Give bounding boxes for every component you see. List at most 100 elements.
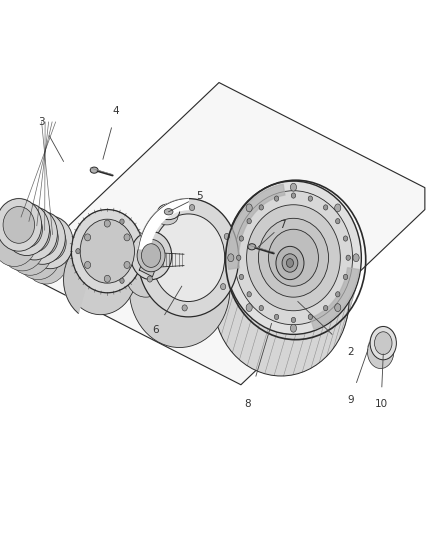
Ellipse shape: [104, 220, 110, 227]
Ellipse shape: [147, 276, 152, 282]
Polygon shape: [10, 207, 53, 237]
Ellipse shape: [0, 214, 37, 266]
Ellipse shape: [104, 275, 110, 282]
Ellipse shape: [286, 259, 293, 268]
Polygon shape: [127, 231, 168, 262]
Polygon shape: [138, 199, 188, 250]
Ellipse shape: [226, 181, 361, 334]
Ellipse shape: [3, 206, 35, 243]
Ellipse shape: [258, 219, 328, 297]
Ellipse shape: [7, 223, 53, 275]
Ellipse shape: [367, 335, 394, 368]
Text: 3: 3: [38, 117, 45, 127]
Ellipse shape: [20, 212, 65, 264]
Text: 6: 6: [152, 325, 159, 335]
Ellipse shape: [239, 274, 244, 280]
Ellipse shape: [291, 193, 296, 198]
Ellipse shape: [335, 304, 341, 312]
Ellipse shape: [370, 327, 396, 360]
Ellipse shape: [12, 207, 57, 260]
Ellipse shape: [336, 219, 340, 224]
Ellipse shape: [246, 304, 252, 312]
Ellipse shape: [85, 262, 91, 269]
Ellipse shape: [152, 214, 225, 302]
Ellipse shape: [247, 219, 251, 224]
Ellipse shape: [158, 204, 180, 220]
Ellipse shape: [71, 209, 143, 293]
Ellipse shape: [335, 204, 341, 212]
Ellipse shape: [276, 246, 304, 280]
Text: 9: 9: [347, 395, 354, 405]
Ellipse shape: [19, 215, 50, 252]
Ellipse shape: [213, 223, 349, 376]
Text: 2: 2: [347, 347, 354, 357]
Ellipse shape: [336, 292, 340, 297]
Ellipse shape: [248, 244, 256, 250]
Ellipse shape: [151, 226, 156, 232]
Ellipse shape: [353, 254, 359, 262]
Polygon shape: [311, 268, 359, 329]
Ellipse shape: [259, 305, 264, 311]
Ellipse shape: [246, 204, 252, 212]
Ellipse shape: [274, 196, 279, 201]
Ellipse shape: [65, 231, 137, 314]
Polygon shape: [0, 199, 37, 228]
Ellipse shape: [125, 249, 166, 297]
Polygon shape: [228, 184, 285, 269]
Polygon shape: [64, 217, 86, 313]
Ellipse shape: [282, 254, 298, 272]
Ellipse shape: [308, 314, 313, 319]
Text: 4: 4: [113, 106, 120, 116]
Ellipse shape: [120, 278, 124, 284]
Ellipse shape: [28, 216, 73, 269]
Text: 7: 7: [279, 220, 286, 230]
Ellipse shape: [343, 274, 348, 280]
Ellipse shape: [220, 284, 226, 290]
Ellipse shape: [343, 236, 348, 241]
Ellipse shape: [247, 205, 340, 311]
Ellipse shape: [27, 220, 58, 256]
Ellipse shape: [247, 292, 251, 297]
Ellipse shape: [164, 208, 173, 215]
Polygon shape: [35, 83, 425, 385]
Ellipse shape: [23, 231, 69, 284]
Ellipse shape: [374, 332, 392, 354]
Polygon shape: [368, 327, 396, 347]
Ellipse shape: [11, 211, 42, 248]
Ellipse shape: [346, 255, 350, 260]
Polygon shape: [18, 212, 61, 241]
Ellipse shape: [90, 167, 98, 173]
Polygon shape: [26, 216, 69, 246]
Ellipse shape: [323, 305, 328, 311]
Ellipse shape: [80, 219, 134, 283]
Ellipse shape: [120, 219, 124, 224]
Ellipse shape: [85, 234, 91, 241]
Ellipse shape: [308, 196, 313, 201]
Ellipse shape: [323, 205, 328, 210]
Ellipse shape: [0, 199, 42, 251]
Ellipse shape: [124, 234, 130, 241]
Polygon shape: [2, 203, 45, 233]
Ellipse shape: [274, 314, 279, 319]
Ellipse shape: [239, 236, 244, 241]
Ellipse shape: [291, 317, 296, 322]
Ellipse shape: [182, 305, 187, 311]
Ellipse shape: [76, 248, 80, 254]
Text: 8: 8: [244, 399, 251, 409]
Text: 10: 10: [374, 399, 388, 409]
Ellipse shape: [268, 229, 318, 286]
Ellipse shape: [141, 244, 161, 268]
Polygon shape: [139, 232, 156, 277]
Ellipse shape: [15, 227, 61, 280]
Polygon shape: [132, 199, 236, 270]
Ellipse shape: [259, 205, 264, 210]
Ellipse shape: [234, 191, 353, 325]
Ellipse shape: [290, 324, 297, 332]
Ellipse shape: [224, 233, 230, 239]
Polygon shape: [153, 253, 184, 268]
Polygon shape: [214, 181, 360, 287]
Ellipse shape: [156, 209, 178, 225]
Ellipse shape: [237, 255, 241, 260]
Text: 5: 5: [196, 191, 203, 201]
Ellipse shape: [137, 239, 165, 272]
